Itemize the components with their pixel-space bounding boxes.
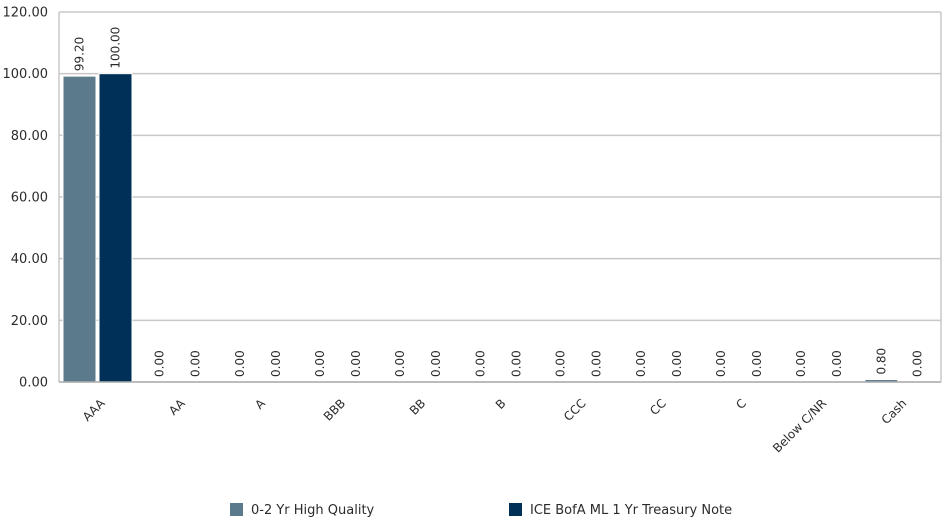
data-label: 0.00	[910, 350, 924, 377]
labels-layer: 99.20 100.00 0.00 0.00 0.00 0.00 0.00 0.00 0.00 0…	[73, 27, 925, 377]
data-label: 0.00	[269, 350, 283, 377]
x-tick-label: A	[252, 396, 268, 412]
legend: 0-2 Yr High Quality ICE BofA ML 1 Yr Trea…	[230, 503, 732, 518]
bar	[98, 73, 133, 383]
data-label: 0.00	[554, 350, 568, 377]
y-tick-label: 60.00	[11, 191, 48, 206]
data-label: 0.00	[634, 350, 648, 377]
legend-label: 0-2 Yr High Quality	[251, 503, 375, 518]
x-tick-label: AAA	[80, 396, 108, 424]
y-tick-label: 120.00	[3, 6, 49, 21]
data-label: 0.00	[794, 350, 808, 377]
data-label: 0.00	[473, 350, 487, 377]
data-label: 0.00	[509, 350, 523, 377]
data-label: 0.00	[750, 350, 764, 377]
x-tick-label: B	[493, 396, 509, 412]
x-tick-label: C	[733, 396, 749, 412]
data-label: 0.00	[233, 350, 247, 377]
data-label: 99.20	[73, 37, 87, 71]
y-tick-label: 40.00	[11, 252, 48, 267]
data-label: 0.00	[670, 350, 684, 377]
y-tick-label: 100.00	[3, 67, 49, 82]
legend-label: ICE BofA ML 1 Yr Treasury Note	[530, 503, 732, 518]
x-tick-label: Cash	[879, 396, 910, 427]
data-label: 0.80	[874, 348, 888, 375]
y-tick-label: 80.00	[11, 129, 48, 144]
x-tick-label: CC	[647, 396, 669, 418]
data-label: 100.00	[109, 27, 123, 69]
y-tick-label: 0.00	[19, 376, 48, 391]
bars-layer	[62, 73, 899, 383]
legend-item: ICE BofA ML 1 Yr Treasury Note	[509, 503, 732, 518]
grid-layer	[59, 11, 941, 383]
data-label: 0.00	[153, 350, 167, 377]
x-tick-label: BB	[407, 396, 429, 418]
legend-swatch	[509, 503, 522, 516]
x-tick-label: AA	[166, 396, 188, 418]
data-label: 0.00	[830, 350, 844, 377]
data-label: 0.00	[590, 350, 604, 377]
legend-item: 0-2 Yr High Quality	[230, 503, 375, 518]
data-label: 0.00	[393, 350, 407, 377]
x-tick-label: CCC	[561, 396, 589, 424]
legend-swatch	[230, 503, 243, 516]
data-label: 0.00	[429, 350, 443, 377]
bar	[62, 75, 97, 383]
data-label: 0.00	[714, 350, 728, 377]
data-label: 0.00	[189, 350, 203, 377]
data-label: 0.00	[349, 350, 363, 377]
y-tick-label: 20.00	[11, 314, 48, 329]
data-label: 0.00	[313, 350, 327, 377]
x-tick-label: Below C/NR	[770, 396, 829, 455]
x-tick-label: BBB	[321, 396, 348, 423]
